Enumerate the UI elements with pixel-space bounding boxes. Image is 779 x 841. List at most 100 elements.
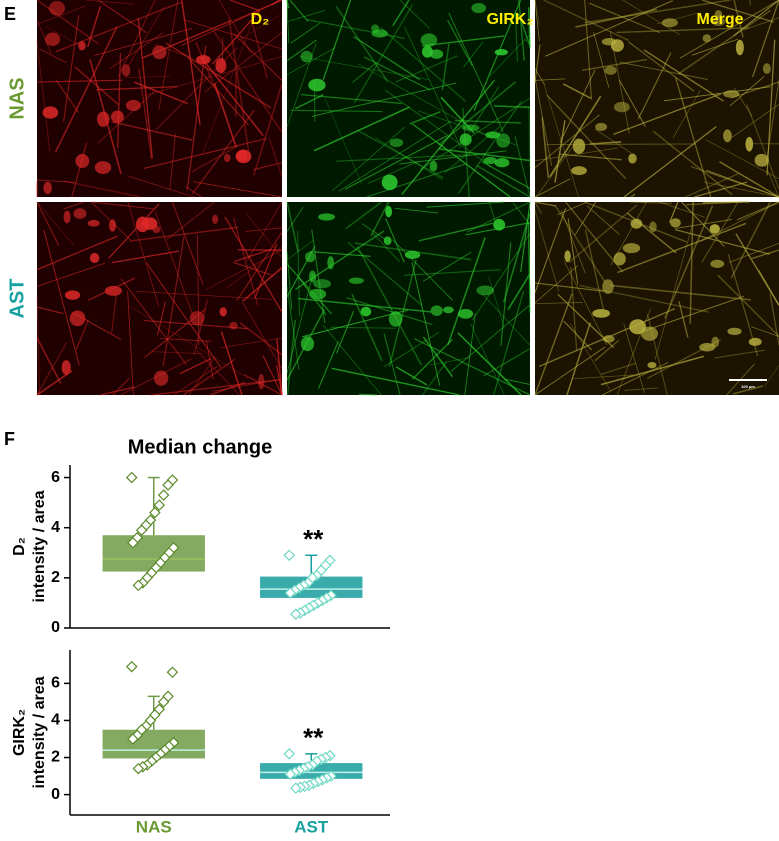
neurite (570, 323, 611, 391)
neurite (525, 39, 531, 44)
neurite (268, 137, 283, 178)
cell-body (223, 153, 231, 163)
neurite (422, 361, 448, 396)
neurite (464, 313, 476, 396)
neurite (730, 201, 771, 279)
neurite (674, 218, 733, 230)
neurite (36, 262, 105, 287)
cell-body (153, 370, 169, 386)
neurite (245, 227, 283, 232)
neurite (363, 56, 431, 91)
neurite (570, 266, 578, 351)
neurite (36, 306, 64, 315)
y-tick-label: 2 (51, 749, 60, 766)
neurite (573, 374, 634, 380)
neurite (528, 106, 531, 170)
cell-body (229, 321, 238, 330)
neurite (594, 128, 632, 154)
neurite (411, 338, 453, 380)
x-tick-label: NAS (136, 817, 172, 836)
neurite (528, 7, 531, 48)
cell-body (429, 160, 438, 172)
neurite (575, 8, 657, 28)
micrograph (287, 0, 530, 197)
cell-body (348, 277, 364, 284)
neurite (344, 135, 448, 190)
scale-bar-label: 100 µm (741, 384, 755, 389)
cell-body (308, 78, 326, 92)
neurite (699, 201, 779, 242)
cell-body (64, 290, 81, 300)
neurite (743, 17, 779, 31)
neurite (317, 341, 339, 389)
cell-body (313, 279, 331, 289)
neurite (191, 109, 255, 195)
neurite (418, 222, 494, 242)
neurite (472, 233, 531, 321)
cell-body (360, 306, 372, 317)
neurite (694, 181, 748, 198)
neurite (112, 377, 130, 396)
neurite (579, 284, 709, 313)
data-point (125, 471, 138, 484)
neurite (448, 12, 504, 133)
neurite (299, 56, 429, 80)
neurite (286, 47, 336, 76)
neurite (286, 240, 314, 261)
cell-body (723, 129, 732, 143)
neurite (36, 5, 86, 25)
cell-body (727, 327, 742, 336)
neurite (55, 79, 80, 113)
cell-body (89, 252, 100, 263)
neurite (372, 232, 400, 263)
neurite (765, 79, 779, 167)
neurite (179, 358, 212, 375)
neurite (668, 201, 679, 223)
cell-body (457, 308, 474, 319)
cell-body (592, 308, 610, 318)
neurite (450, 304, 531, 373)
neurite (144, 56, 283, 97)
cell-body (735, 39, 744, 56)
neurite (367, 160, 419, 184)
neurite (409, 111, 441, 125)
cell-body (572, 138, 586, 154)
cell-body (709, 224, 720, 234)
neurite (229, 0, 260, 12)
neurite (568, 204, 638, 264)
neurite (594, 339, 620, 362)
neurite (39, 48, 67, 64)
chart-title: Median change (128, 436, 272, 458)
neurite (403, 269, 501, 276)
cell-body (661, 18, 678, 28)
data-point (284, 768, 297, 781)
neurite (541, 117, 550, 178)
neurite (379, 26, 466, 102)
neurite (125, 75, 171, 79)
neurite (554, 120, 566, 183)
neurite (127, 6, 165, 67)
cell-body (78, 41, 86, 51)
neurite (562, 83, 592, 99)
neurite (438, 148, 531, 162)
cell-body (628, 153, 637, 164)
neurite (111, 120, 193, 141)
neurite (463, 41, 484, 68)
neurite (733, 0, 779, 37)
neurite (504, 378, 531, 385)
y-tick-label: 4 (51, 712, 60, 729)
neurite (197, 234, 200, 346)
cell-body (385, 205, 392, 218)
neurite (63, 201, 84, 210)
cell-body (388, 311, 403, 327)
neurite (481, 161, 531, 189)
neurite (566, 322, 591, 396)
cell-body (442, 306, 454, 314)
neurite (158, 0, 179, 110)
neurite (534, 293, 573, 396)
cell-body (622, 243, 641, 254)
neurite (567, 218, 579, 285)
neurite (192, 181, 283, 198)
significance: ** (303, 524, 324, 554)
neurite (560, 210, 586, 274)
